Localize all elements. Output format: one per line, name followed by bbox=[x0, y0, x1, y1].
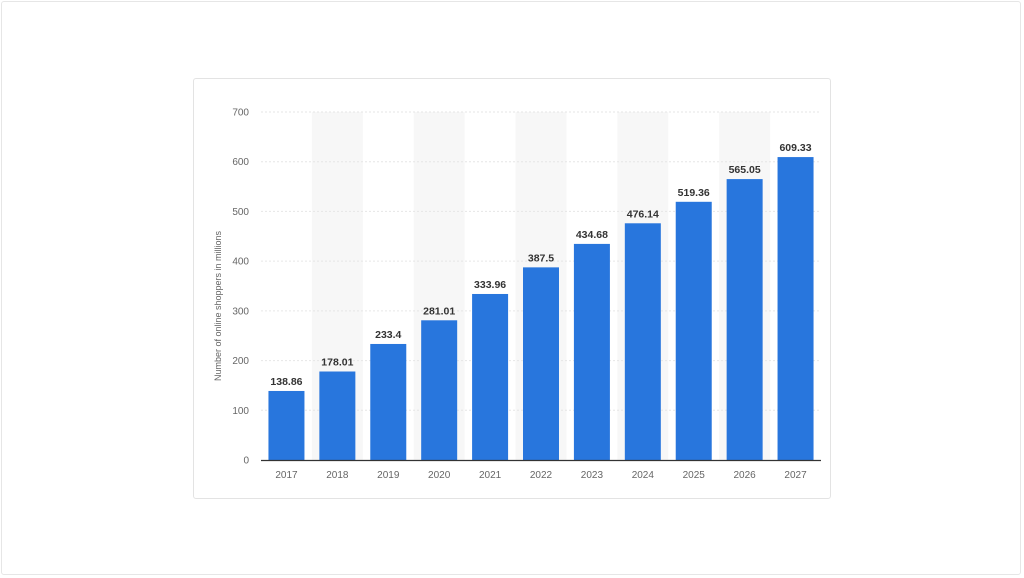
y-tick-label-300: 300 bbox=[232, 306, 249, 317]
data-label-2017: 138.86 bbox=[270, 376, 302, 388]
data-label-2024: 476.14 bbox=[627, 208, 659, 220]
y-tick-label-200: 200 bbox=[232, 356, 249, 367]
y-tick-label-0: 0 bbox=[243, 456, 249, 467]
x-tick-label-2023: 2023 bbox=[581, 470, 604, 481]
data-label-2027: 609.33 bbox=[779, 142, 811, 154]
x-tick-label-2026: 2026 bbox=[734, 470, 757, 481]
bar-2022 bbox=[523, 267, 559, 460]
bar-2019 bbox=[370, 343, 407, 460]
bar-2018 bbox=[319, 371, 356, 460]
data-label-2022: 387.5 bbox=[528, 252, 554, 264]
bars bbox=[268, 157, 814, 461]
bar-2026 bbox=[726, 179, 763, 461]
y-tick-label-400: 400 bbox=[232, 257, 249, 268]
bar-2027 bbox=[777, 157, 814, 461]
y-tick-labels: 0 100 200 300 400 500 600 700 bbox=[232, 108, 249, 467]
x-tick-label-2024: 2024 bbox=[632, 470, 655, 481]
y-tick-label-700: 700 bbox=[232, 108, 249, 119]
x-tick-label-2027: 2027 bbox=[784, 470, 807, 481]
x-tick-label-2021: 2021 bbox=[479, 470, 502, 481]
x-tick-label-2019: 2019 bbox=[377, 470, 400, 481]
bar-2020 bbox=[421, 320, 458, 460]
x-tick-label-2022: 2022 bbox=[530, 470, 553, 481]
data-label-2023: 434.68 bbox=[576, 229, 608, 241]
y-tick-label-100: 100 bbox=[232, 406, 249, 417]
x-tick-label-2025: 2025 bbox=[683, 470, 706, 481]
bar-2021 bbox=[472, 293, 509, 460]
y-tick-label-500: 500 bbox=[232, 207, 249, 218]
x-tick-label-2018: 2018 bbox=[326, 470, 349, 481]
x-tick-label-2020: 2020 bbox=[428, 470, 451, 481]
y-axis-title: Number of online shoppers in millions bbox=[213, 230, 223, 381]
x-tick-labels: 2017 2018 2019 2020 2021 2022 2023 2024 2025 2026… bbox=[275, 470, 807, 481]
data-label-2020: 281.01 bbox=[423, 305, 455, 317]
bar-2025 bbox=[675, 201, 712, 460]
data-label-2019: 233.4 bbox=[375, 329, 401, 341]
chart-card: 0 100 200 300 400 500 600 700 2017 2018 2019 2020 2… bbox=[193, 78, 831, 499]
data-label-2018: 178.01 bbox=[321, 357, 353, 369]
bar-2023 bbox=[573, 243, 610, 460]
y-tick-label-600: 600 bbox=[232, 157, 249, 168]
data-label-2025: 519.36 bbox=[678, 187, 710, 199]
data-labels: 138.86 178.01 233.4 281.01 333.96 387.5 434.68… bbox=[270, 142, 811, 388]
bar-2017 bbox=[268, 390, 305, 460]
bar-2024 bbox=[624, 223, 661, 460]
x-tick-label-2017: 2017 bbox=[275, 470, 298, 481]
data-label-2026: 565.05 bbox=[729, 164, 761, 176]
data-label-2021: 333.96 bbox=[474, 279, 506, 291]
